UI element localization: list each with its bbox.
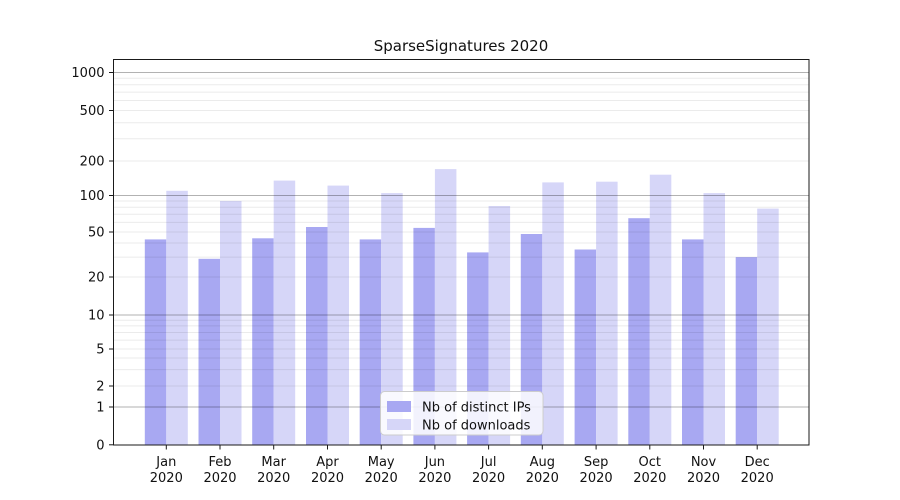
y-tick-label-5: 5: [96, 343, 104, 358]
x-tick-label-may-year: 2020: [365, 471, 398, 486]
x-tick-label-nov: Nov: [691, 455, 717, 470]
legend-label-distinct-ips: Nb of distinct IPs: [422, 401, 531, 416]
bar-nb-of-downloads-feb-2020: [220, 201, 242, 445]
x-tick-label-feb-year: 2020: [203, 471, 236, 486]
bar-nb-of-downloads-sep-2020: [596, 181, 618, 445]
bar-nb-of-downloads-jul-2020: [488, 206, 511, 445]
bars-layer: [144, 169, 779, 445]
y-tick-label-50: 50: [88, 226, 105, 241]
bar-nb-of-distinct-ips-jan-2020: [144, 239, 167, 445]
bar-nb-of-distinct-ips-nov-2020: [682, 239, 704, 445]
x-tick-label-jun: Jun: [424, 455, 445, 470]
y-tick-label-1000: 1000: [71, 66, 104, 81]
bar-nb-of-distinct-ips-feb-2020: [198, 258, 220, 445]
legend: Nb of distinct IPs Nb of downloads: [380, 391, 544, 436]
y-tick-label-0: 0: [96, 438, 104, 453]
bar-nb-of-downloads-apr-2020: [327, 185, 349, 445]
x-tick-label-sep: Sep: [584, 455, 609, 470]
y-tick-label-500: 500: [80, 104, 105, 119]
x-tick-label-feb: Feb: [208, 455, 231, 470]
bar-nb-of-downloads-aug-2020: [542, 182, 564, 445]
bar-nb-of-distinct-ips-jun-2020: [413, 227, 435, 445]
y-tick-label-100: 100: [80, 189, 105, 204]
x-tick-label-nov-year: 2020: [687, 471, 720, 486]
bar-nb-of-distinct-ips-may-2020: [359, 239, 382, 445]
x-tick-label-aug-year: 2020: [526, 471, 559, 486]
y-axis: 0 1 2 5 10 20 50 100 200 500 1000: [71, 66, 114, 453]
legend-label-downloads: Nb of downloads: [422, 419, 531, 434]
bar-nb-of-downloads-dec-2020: [757, 208, 779, 445]
bar-nb-of-downloads-mar-2020: [273, 180, 296, 445]
x-tick-label-may: May: [368, 455, 395, 470]
x-tick-label-apr-year: 2020: [311, 471, 344, 486]
x-tick-label-dec-year: 2020: [741, 471, 774, 486]
x-tick-label-mar: Mar: [261, 455, 286, 470]
y-tick-label-1: 1: [96, 401, 104, 416]
legend-swatch-distinct-ips: [387, 401, 411, 412]
bar-nb-of-distinct-ips-dec-2020: [735, 257, 758, 445]
x-tick-label-mar-year: 2020: [257, 471, 290, 486]
y-tick-label-20: 20: [88, 271, 105, 286]
x-tick-label-sep-year: 2020: [580, 471, 613, 486]
x-tick-label-jul: Jul: [480, 455, 497, 470]
legend-box: [380, 391, 544, 436]
bar-nb-of-downloads-oct-2020: [649, 174, 672, 445]
bar-nb-of-distinct-ips-oct-2020: [628, 218, 650, 445]
x-axis: Jan2020Feb2020Mar2020Apr2020May2020Jun20…: [150, 445, 774, 486]
y-tick-label-10: 10: [88, 309, 105, 324]
bar-nb-of-downloads-may-2020: [381, 193, 403, 445]
x-tick-label-jan: Jan: [155, 455, 176, 470]
plot-frame: [113, 59, 810, 446]
x-tick-label-apr: Apr: [316, 455, 339, 470]
x-tick-label-oct: Oct: [639, 455, 661, 470]
x-tick-label-jul-year: 2020: [472, 471, 505, 486]
x-tick-label-dec: Dec: [745, 455, 770, 470]
y-tick-label-2: 2: [96, 380, 104, 395]
chart-title: SparseSignatures 2020: [374, 37, 549, 55]
bar-nb-of-distinct-ips-sep-2020: [574, 249, 597, 445]
y-tick-label-200: 200: [80, 155, 105, 170]
bar-nb-of-downloads-jan-2020: [166, 190, 188, 445]
bar-nb-of-downloads-jun-2020: [434, 169, 457, 445]
gridlines-layer: [113, 72, 809, 408]
bar-nb-of-distinct-ips-mar-2020: [252, 238, 274, 445]
x-tick-label-jun-year: 2020: [418, 471, 451, 486]
x-tick-label-jan-year: 2020: [150, 471, 183, 486]
x-tick-label-aug: Aug: [530, 455, 555, 470]
bar-nb-of-downloads-nov-2020: [703, 193, 725, 445]
legend-swatch-downloads: [387, 419, 411, 430]
bar-nb-of-distinct-ips-apr-2020: [306, 227, 328, 445]
x-tick-label-oct-year: 2020: [633, 471, 666, 486]
